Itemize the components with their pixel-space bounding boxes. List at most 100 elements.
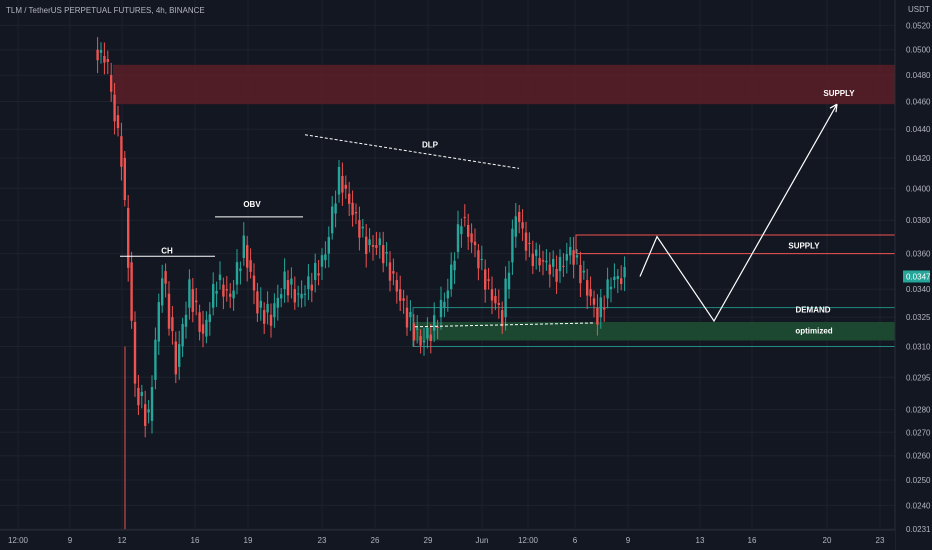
candle-body xyxy=(297,293,300,295)
candles xyxy=(96,37,626,438)
candle-body xyxy=(150,387,154,421)
candle-body xyxy=(286,280,290,296)
label-supply-upper: SUPPLY xyxy=(823,89,855,98)
candle-body xyxy=(545,260,548,263)
time-tick-label: 20 xyxy=(823,536,832,545)
candle-body xyxy=(388,262,392,281)
candle-body xyxy=(324,254,327,261)
candle-body xyxy=(266,303,269,313)
candle-body xyxy=(269,314,273,326)
candle-body xyxy=(535,249,538,256)
candle-body xyxy=(490,289,494,301)
time-tick-label: Jun xyxy=(476,536,489,545)
time-tick-label: 6 xyxy=(573,536,578,545)
projection-path xyxy=(639,103,838,323)
candle-body xyxy=(371,245,375,247)
candle-body xyxy=(548,264,551,275)
candle-body xyxy=(487,279,490,281)
candle-body xyxy=(392,271,395,274)
label-obv: OBV xyxy=(243,200,261,209)
candle-body xyxy=(433,315,436,331)
candle-body xyxy=(586,280,589,296)
candle-body xyxy=(317,273,320,276)
candle-body xyxy=(572,250,575,265)
label-optimized: optimized xyxy=(795,327,832,336)
candle-body xyxy=(402,298,405,301)
time-tick-label: 12:00 xyxy=(8,536,29,545)
price-tick-label: 0.0260 xyxy=(906,452,931,461)
label-supply-lower: SUPPLY xyxy=(788,242,820,251)
price-tick-label: 0.0400 xyxy=(906,184,931,193)
time-tick-label: 16 xyxy=(191,536,200,545)
label-dlp: DLP xyxy=(422,141,439,150)
candle-body xyxy=(409,311,412,318)
candle-body xyxy=(473,241,477,246)
candle-body xyxy=(256,291,259,314)
candle-body xyxy=(273,303,276,318)
price-tick-label: 0.0325 xyxy=(906,313,931,322)
candle-body xyxy=(320,255,324,267)
price-tick-label: 0.0380 xyxy=(906,216,931,225)
price-tick-label: 0.0480 xyxy=(906,71,931,80)
candle-body xyxy=(161,278,164,306)
candle-body xyxy=(575,255,579,258)
price-tick-label: 0.0240 xyxy=(906,501,931,510)
candle-body xyxy=(283,271,286,290)
candle-body xyxy=(412,323,415,341)
candle-body xyxy=(361,226,364,229)
candle-body xyxy=(337,166,341,195)
supply-lower-line-top xyxy=(575,234,895,254)
candle-body xyxy=(416,328,419,330)
candle-body xyxy=(191,289,194,312)
candle-body xyxy=(344,184,347,189)
time-tick-label: 9 xyxy=(626,536,631,545)
time-tick-label: 13 xyxy=(696,536,705,545)
candle-body xyxy=(144,404,147,426)
currency-label: USDT xyxy=(908,5,930,14)
candle-body xyxy=(541,260,545,262)
candle-body xyxy=(225,289,228,291)
candle-body xyxy=(562,265,565,267)
candle-body xyxy=(470,233,473,243)
price-tick-label: 0.0520 xyxy=(906,21,931,30)
price-tick-label: 0.0250 xyxy=(906,476,931,485)
candle-body xyxy=(208,314,211,322)
candle-body xyxy=(514,216,517,237)
candle-body xyxy=(188,279,191,308)
candle-body xyxy=(382,245,385,264)
candle-body xyxy=(232,290,235,299)
candle-body xyxy=(113,94,116,122)
candle-body xyxy=(116,115,120,129)
candle-body xyxy=(195,300,198,303)
candle-body xyxy=(276,297,279,308)
candle-body xyxy=(589,289,592,297)
candle-body xyxy=(507,272,511,290)
candle-body xyxy=(280,294,283,299)
candle-body xyxy=(405,307,409,328)
candle-body xyxy=(110,75,113,92)
candle-body xyxy=(331,206,334,234)
candle-body xyxy=(198,312,201,332)
label-demand: DEMAND xyxy=(795,306,830,315)
candle-body xyxy=(263,310,266,324)
candle-body xyxy=(623,267,626,278)
candle-body xyxy=(147,409,150,413)
candle-body xyxy=(524,232,528,251)
candle-body xyxy=(259,300,262,308)
candle-body xyxy=(399,289,402,301)
price-tick-label: 0.0500 xyxy=(906,46,931,55)
candle-body xyxy=(140,391,143,396)
candle-body xyxy=(616,275,619,280)
candle-body xyxy=(460,226,463,235)
candle-body xyxy=(521,222,524,229)
supply-zone xyxy=(113,64,895,105)
candle-body xyxy=(436,326,439,328)
demand-zone xyxy=(413,321,895,341)
candle-body xyxy=(171,317,174,332)
candle-body xyxy=(341,175,344,193)
candle-body xyxy=(599,297,602,318)
price-tick-label: 0.0270 xyxy=(906,428,931,437)
candle-body xyxy=(249,260,252,272)
candle-body xyxy=(314,262,317,281)
